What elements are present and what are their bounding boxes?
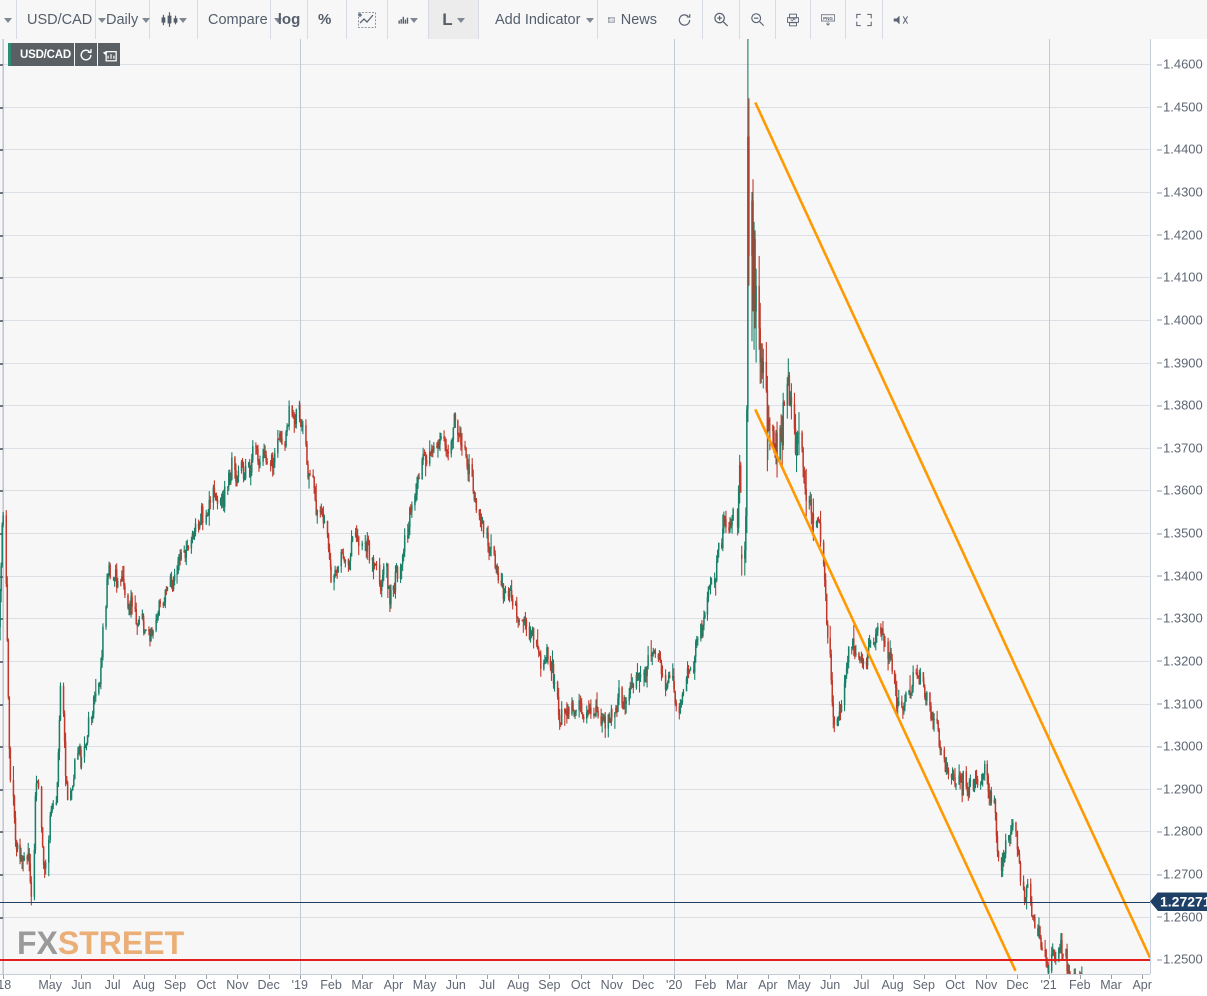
svg-text:PNG: PNG [823, 16, 833, 21]
